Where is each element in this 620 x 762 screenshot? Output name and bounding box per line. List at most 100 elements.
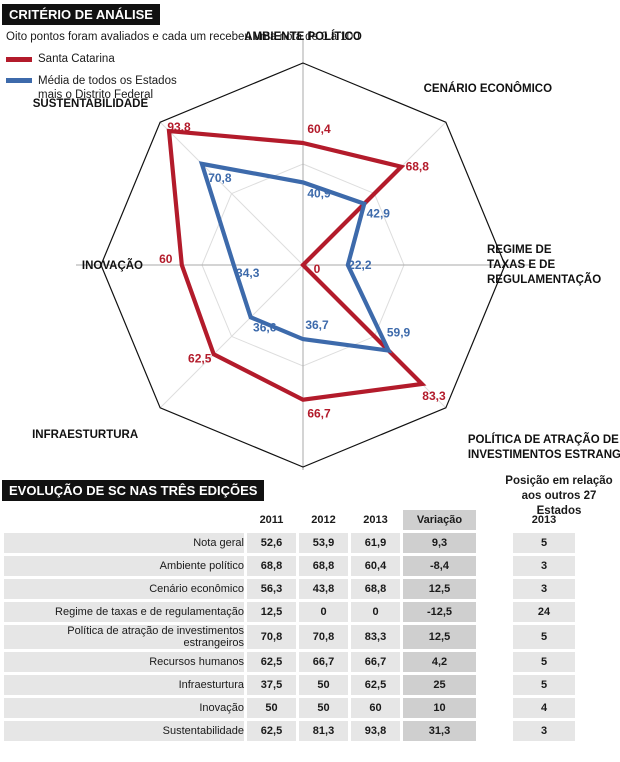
axis-label: REGULAMENTAÇÃO bbox=[487, 273, 601, 286]
section-title-criteria: CRITÉRIO DE ANÁLISE bbox=[2, 4, 160, 25]
axis-label: CENÁRIO ECONÔMICO bbox=[424, 82, 552, 95]
header-blank bbox=[4, 510, 244, 530]
header-2011: 2011 bbox=[259, 514, 284, 526]
data-label-average: 59,9 bbox=[387, 326, 411, 340]
cell-variation: 4,2 bbox=[403, 652, 476, 672]
cell-position: 5 bbox=[513, 652, 575, 672]
data-label-santa-catarina: 68,8 bbox=[406, 160, 430, 174]
cell-variation: 12,5 bbox=[403, 579, 476, 599]
cell-2011: 52,6 bbox=[247, 533, 296, 553]
table-row: Cenário econômico 56,3 43,8 68,8 12,5 3 bbox=[4, 579, 575, 599]
cell-2012: 50 bbox=[299, 698, 348, 718]
table-header-row: 2011 2012 2013 Variação 2013 bbox=[4, 510, 575, 530]
cell-2012: 81,3 bbox=[299, 721, 348, 741]
cell-2011: 70,8 bbox=[247, 625, 296, 649]
axis-label: TAXAS E DE bbox=[487, 259, 555, 271]
cell-variation: 12,5 bbox=[403, 625, 476, 649]
cell-2011: 62,5 bbox=[247, 721, 296, 741]
cell-2012: 70,8 bbox=[299, 625, 348, 649]
ranking-note-line1: Posição em relação bbox=[505, 475, 613, 487]
cell-2013: 0 bbox=[351, 602, 400, 622]
data-label-santa-catarina: 60 bbox=[159, 252, 173, 266]
row-name: Infraesturtura bbox=[4, 675, 244, 695]
table-row: Recursos humanos 62,5 66,7 66,7 4,2 5 bbox=[4, 652, 575, 672]
cell-2013: 60 bbox=[351, 698, 400, 718]
cell-position: 5 bbox=[513, 625, 575, 649]
axis-label: INVESTIMENTOS ESTRANGEIROS bbox=[468, 449, 620, 461]
cell-2011: 56,3 bbox=[247, 579, 296, 599]
data-label-average: 36,6 bbox=[253, 320, 277, 334]
cell-2013: 62,5 bbox=[351, 675, 400, 695]
cell-2012: 43,8 bbox=[299, 579, 348, 599]
axis-label: INFRAESTURTURA bbox=[32, 429, 138, 441]
table-row: Política de atração de investimentos est… bbox=[4, 625, 575, 649]
data-label-santa-catarina: 83,3 bbox=[422, 389, 446, 403]
cell-2013: 60,4 bbox=[351, 556, 400, 576]
series-line-santa-catarina bbox=[166, 128, 427, 402]
row-name: Recursos humanos bbox=[4, 652, 244, 672]
legend-swatch-santa-catarina bbox=[6, 57, 32, 62]
cell-2013: 83,3 bbox=[351, 625, 400, 649]
cell-2011: 62,5 bbox=[247, 652, 296, 672]
series-line-average bbox=[198, 161, 393, 354]
cell-2013: 93,8 bbox=[351, 721, 400, 741]
data-label-santa-catarina: 62,5 bbox=[188, 351, 212, 365]
cell-position: 24 bbox=[513, 602, 575, 622]
cell-2012: 53,9 bbox=[299, 533, 348, 553]
row-name: Regime de taxas e de regulamentação bbox=[4, 602, 244, 622]
data-label-average: 40,9 bbox=[307, 186, 331, 200]
data-label-santa-catarina: 60,4 bbox=[307, 122, 331, 136]
row-name: Sustentabilidade bbox=[4, 721, 244, 741]
cell-position: 5 bbox=[513, 533, 575, 553]
row-name: Ambiente político bbox=[4, 556, 244, 576]
cell-variation: -12,5 bbox=[403, 602, 476, 622]
row-name: Inovação bbox=[4, 698, 244, 718]
cell-variation: -8,4 bbox=[403, 556, 476, 576]
axis-label: INOVAÇÃO bbox=[82, 259, 143, 272]
cell-variation: 10 bbox=[403, 698, 476, 718]
data-label-santa-catarina: 93,8 bbox=[167, 120, 191, 134]
legend-label-average-line1: Média de todos os Estados bbox=[38, 75, 177, 87]
legend-label-average-line2: mais o Distrito Federal bbox=[38, 89, 154, 101]
cell-2012: 68,8 bbox=[299, 556, 348, 576]
legend-item-average: Média de todos os Estados mais o Distrit… bbox=[6, 74, 177, 102]
evolution-table: 2011 2012 2013 Variação 2013 Nota geral 5… bbox=[4, 507, 575, 744]
cell-2011: 68,8 bbox=[247, 556, 296, 576]
data-label-average: 42,9 bbox=[367, 207, 391, 221]
table-row: Regime de taxas e de regulamentação 12,5 0… bbox=[4, 602, 575, 622]
data-label-santa-catarina: 0 bbox=[314, 262, 321, 276]
cell-2011: 12,5 bbox=[247, 602, 296, 622]
legend-swatch-average bbox=[6, 78, 32, 83]
cell-2013: 66,7 bbox=[351, 652, 400, 672]
ranking-note-line2: aos outros 27 Estados bbox=[521, 490, 597, 517]
data-label-average: 34,3 bbox=[236, 266, 260, 280]
data-label-average: 22,2 bbox=[348, 258, 372, 272]
row-name: Política de atração de investimentos est… bbox=[4, 625, 244, 649]
cell-2013: 61,9 bbox=[351, 533, 400, 553]
radar-outer-octagon bbox=[100, 62, 506, 468]
data-label-average: 70,8 bbox=[208, 171, 232, 185]
cell-variation: 9,3 bbox=[403, 533, 476, 553]
legend-item-santa-catarina: Santa Catarina bbox=[6, 53, 115, 65]
data-label-average: 36,7 bbox=[305, 318, 329, 332]
axis-label: REGIME DE bbox=[487, 244, 552, 256]
cell-2013: 68,8 bbox=[351, 579, 400, 599]
table-row: Inovação 50 50 60 10 4 bbox=[4, 698, 575, 718]
cell-position: 4 bbox=[513, 698, 575, 718]
table-row: Nota geral 52,6 53,9 61,9 9,3 5 bbox=[4, 533, 575, 553]
cell-2011: 37,5 bbox=[247, 675, 296, 695]
row-name: Cenário econômico bbox=[4, 579, 244, 599]
axis-label: AMBIENTE POLÍTICO bbox=[244, 30, 362, 43]
header-position-2013: 2013 bbox=[531, 514, 557, 526]
cell-2012: 0 bbox=[299, 602, 348, 622]
cell-2011: 50 bbox=[247, 698, 296, 718]
radar-chart: 60,4 68,8 0 83,3 66,7 62,5 60 93,8 40,9 42,9 22,2 5… bbox=[32, 30, 620, 470]
cell-position: 3 bbox=[513, 579, 575, 599]
table-row: Infraesturtura 37,5 50 62,5 25 5 bbox=[4, 675, 575, 695]
cell-variation: 25 bbox=[403, 675, 476, 695]
cell-variation: 31,3 bbox=[403, 721, 476, 741]
axis-label: SUSTENTABILIDADE bbox=[33, 98, 149, 110]
legend-label-average: Média de todos os Estados mais o Distrit… bbox=[38, 74, 177, 102]
cell-2012: 50 bbox=[299, 675, 348, 695]
chart-subtitle: Oito pontos foram avaliados e cada um re… bbox=[6, 31, 360, 43]
